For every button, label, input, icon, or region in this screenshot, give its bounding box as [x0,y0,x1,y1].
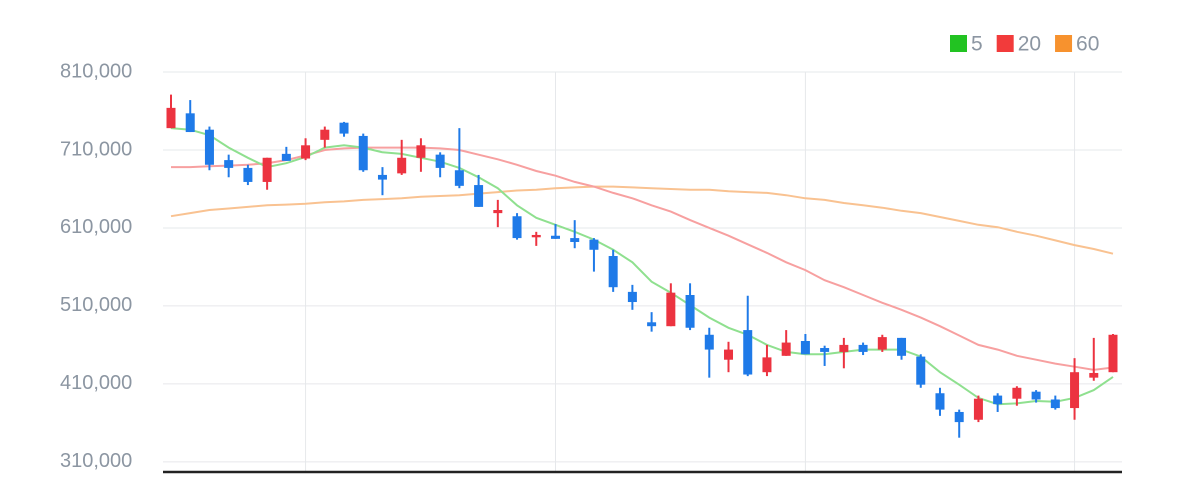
candle-body [1050,399,1060,409]
candle-body [512,216,522,239]
legend-label: 20 [1018,33,1041,56]
candle-body [262,157,272,182]
candle-body [704,334,714,350]
moving-average-line [170,127,1114,406]
candle-body [474,185,484,207]
candle-body [858,344,868,352]
candle-body [800,341,810,355]
candle-body [627,291,637,303]
moving-average-line [170,185,1114,255]
candle-body [935,393,945,410]
candle-body [166,107,176,129]
candle-body [743,330,753,375]
candle-body [531,234,541,238]
candle-body [954,411,964,423]
candle-body [185,113,195,133]
y-tick-label: 710,000 [60,138,132,160]
y-tick-label: 610,000 [60,216,132,238]
candle-body [608,256,618,288]
candle-body [877,337,887,350]
candle-body [762,357,772,373]
y-tick-label: 310,000 [60,450,132,472]
candle-body [493,210,503,214]
candle-body [570,238,580,242]
candle-body [820,348,830,352]
candle-body [897,337,907,356]
candle-body [320,129,330,140]
candle-body [973,398,983,420]
candle-body [224,160,234,168]
candle-body [416,145,426,158]
candle-body [647,322,657,327]
candle-body [993,395,1003,405]
candle-body [724,349,734,360]
candle-body [397,157,407,174]
candle-body [685,295,695,328]
y-tick-label: 810,000 [60,60,132,82]
y-tick-label: 510,000 [60,294,132,316]
candle-body [204,129,214,165]
candle-body [1012,387,1022,399]
legend-swatch [996,35,1014,52]
moving-average-line [171,146,1114,371]
candle-body [1089,372,1099,378]
y-tick-label: 410,000 [60,372,132,394]
candle-body [781,342,791,356]
candle-body [1031,391,1041,400]
legend-swatch [1055,35,1073,52]
candle-body [281,153,291,161]
legend-swatch [950,35,967,52]
candle-body [243,167,253,182]
candle-body [358,135,368,171]
candle-body [550,235,560,239]
candle-body [454,170,464,186]
candle-body [589,239,599,250]
candle-body [666,292,676,327]
candle-body [1108,334,1118,373]
candle-body [916,356,926,385]
legend-label: 5 [971,33,983,56]
candle-body [435,154,445,168]
candle-body [839,344,849,352]
legend-label: 60 [1076,33,1099,56]
candle-body [339,122,349,134]
candle-body [377,174,387,180]
candle-body [1070,372,1080,409]
candle-body [301,145,311,159]
